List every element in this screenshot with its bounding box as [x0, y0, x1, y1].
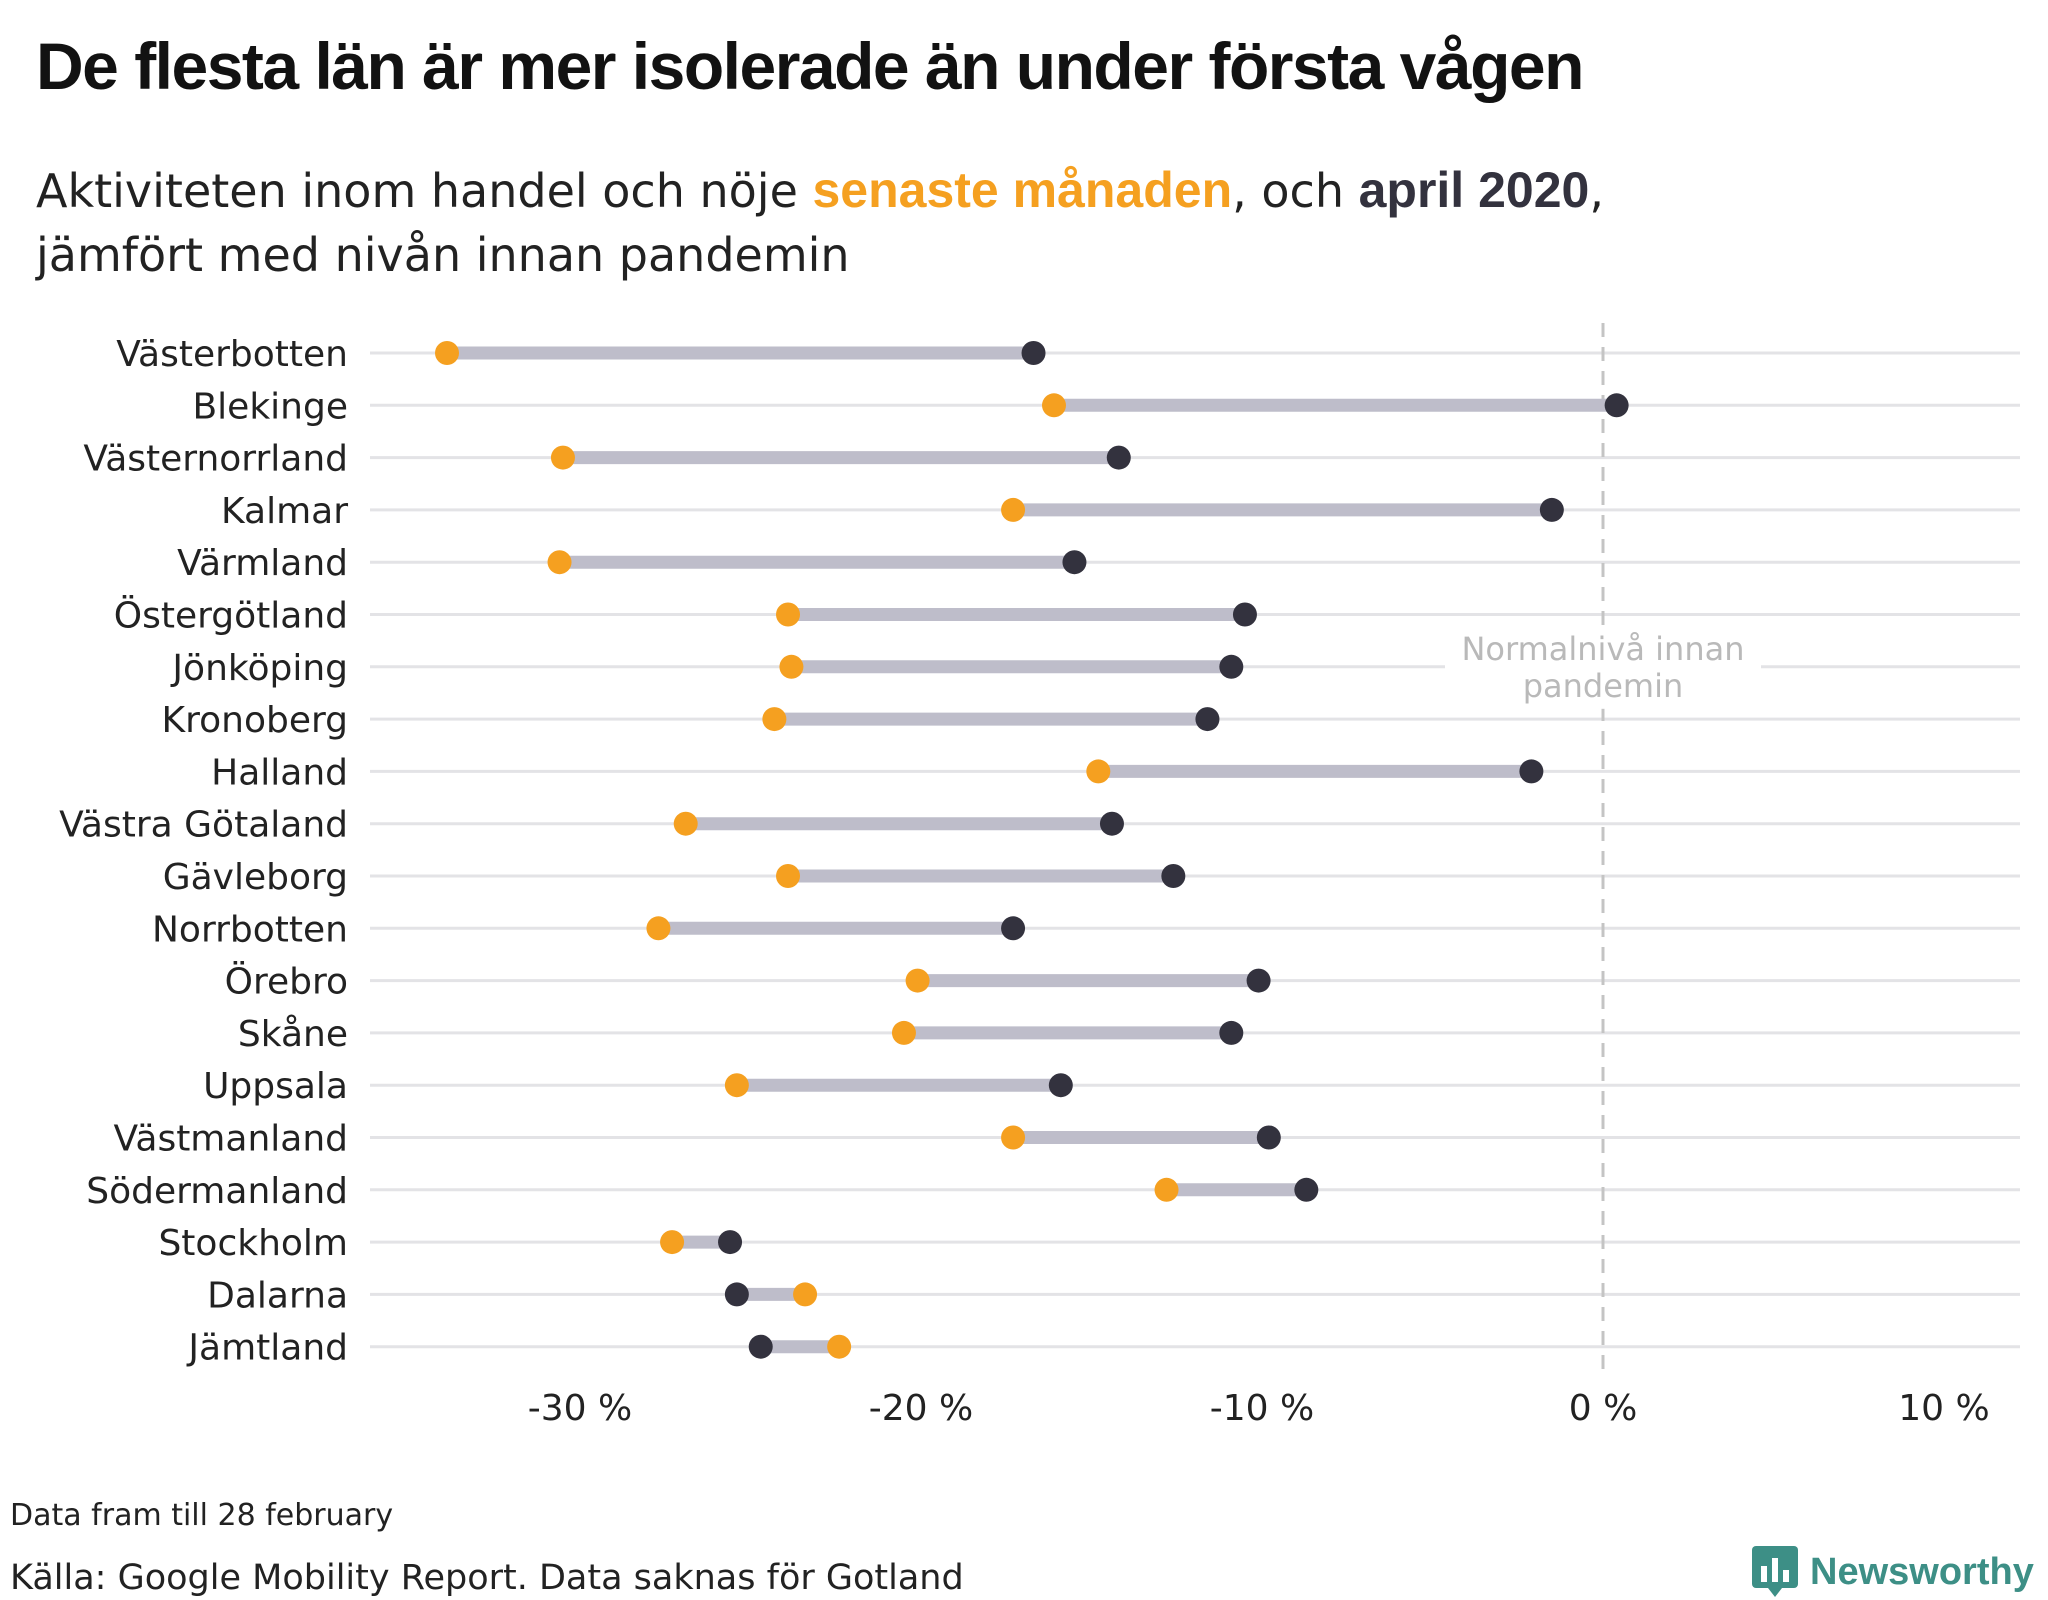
subtitle-text-3: , [1589, 164, 1604, 218]
source-note: Källa: Google Mobility Report. Data sakn… [10, 1558, 964, 1598]
april-2020-point [1021, 341, 1046, 365]
category-label: Stockholm [158, 1223, 348, 1264]
category-label: Jönköping [170, 648, 348, 689]
subtitle-text-1: Aktiviteten inom handel och nöje [36, 164, 813, 218]
recent-month-point [646, 916, 671, 941]
x-tick-label: -20 % [869, 1388, 973, 1429]
recent-month-point [762, 707, 787, 732]
reference-label-line-2: pandemin [1523, 667, 1684, 705]
data-footnote: Data fram till 28 february [10, 1498, 394, 1533]
recent-month-point [827, 1334, 852, 1359]
april-2020-point [718, 1230, 743, 1255]
april-2020-point [1062, 550, 1087, 575]
recent-month-point [776, 602, 801, 627]
april-2020-point [1294, 1177, 1319, 1202]
category-label: Västerbotten [116, 334, 348, 375]
recent-month-point [1001, 497, 1026, 522]
data-layer [435, 341, 1629, 1359]
x-tick-label: 10 % [1898, 1388, 1989, 1429]
x-tick-label: -10 % [1210, 1388, 1314, 1429]
chart-subtitle: Aktiviteten inom handel och nöje senaste… [36, 158, 1604, 287]
x-tick-label: -30 % [528, 1388, 632, 1429]
category-label: Blekinge [192, 386, 348, 427]
april-2020-point [1195, 707, 1220, 732]
newsworthy-logo-icon [1752, 1546, 1798, 1597]
april-2020-point [1604, 393, 1629, 418]
category-label: Gävleborg [163, 857, 348, 898]
april-2020-point [1539, 497, 1564, 522]
recent-month-point [1001, 1125, 1026, 1150]
subtitle-highlight-april: april 2020 [1358, 162, 1590, 218]
brand-name: Newsworthy [1810, 1550, 2034, 1593]
category-label: Uppsala [203, 1066, 348, 1107]
recent-month-point [1154, 1177, 1179, 1202]
april-2020-point [1232, 602, 1257, 627]
recent-month-point [779, 654, 804, 679]
category-label: Västra Götaland [59, 805, 348, 846]
subtitle-highlight-recent: senaste månaden [812, 162, 1233, 218]
x-tick-label: 0 % [1569, 1388, 1638, 1429]
recent-month-point [793, 1282, 818, 1307]
category-label: Värmland [177, 543, 348, 584]
category-label: Dalarna [207, 1275, 348, 1316]
recent-month-point [660, 1230, 685, 1255]
category-label: Östergötland [114, 595, 348, 637]
category-label: Södermanland [86, 1171, 348, 1212]
april-2020-point [1519, 759, 1544, 784]
april-2020-point [1246, 968, 1271, 993]
recent-month-point [724, 1073, 749, 1098]
chart-title: De flesta län är mer isolerade än under … [36, 29, 1584, 103]
april-2020-point [1048, 1073, 1073, 1098]
label-layer: Västerbotten Blekinge Västernorrland Kalmar… [59, 334, 1990, 1429]
category-label: Västmanland [114, 1119, 348, 1160]
april-2020-point [1161, 864, 1186, 888]
april-2020-point [724, 1282, 749, 1307]
subtitle-line-2: jämfört med nivån innan pandemin [36, 228, 850, 282]
category-label: Halland [211, 752, 348, 793]
april-2020-point [748, 1334, 773, 1359]
recent-month-point [905, 968, 930, 993]
category-label: Västernorrland [83, 439, 348, 480]
newsworthy-brand[interactable]: Newsworthy [1752, 1546, 2034, 1598]
recent-month-point [673, 811, 698, 836]
reference-label-line-1: Normalnivå innan [1461, 630, 1744, 668]
category-label: Kronoberg [161, 700, 348, 741]
april-2020-point [1106, 445, 1131, 470]
recent-month-point [550, 445, 575, 470]
grid-layer [370, 351, 2020, 1349]
category-label: Kalmar [221, 491, 348, 532]
reference-label-background [1445, 634, 1761, 709]
april-2020-point [1219, 1020, 1244, 1045]
category-label: Norrbotten [152, 909, 348, 950]
april-2020-point [1219, 654, 1244, 679]
recent-month-point [435, 341, 460, 365]
april-2020-point [1099, 811, 1124, 836]
april-2020-point [1256, 1125, 1281, 1150]
recent-month-point [891, 1020, 916, 1045]
april-2020-point [1001, 916, 1026, 941]
category-label: Jämtland [186, 1328, 348, 1369]
recent-month-point [776, 864, 801, 888]
category-label: Örebro [225, 961, 348, 1003]
recent-month-point [547, 550, 572, 575]
recent-month-point [1086, 759, 1111, 784]
subtitle-text-2: , och [1232, 164, 1359, 218]
recent-month-point [1041, 393, 1066, 418]
category-label: Skåne [238, 1014, 348, 1055]
